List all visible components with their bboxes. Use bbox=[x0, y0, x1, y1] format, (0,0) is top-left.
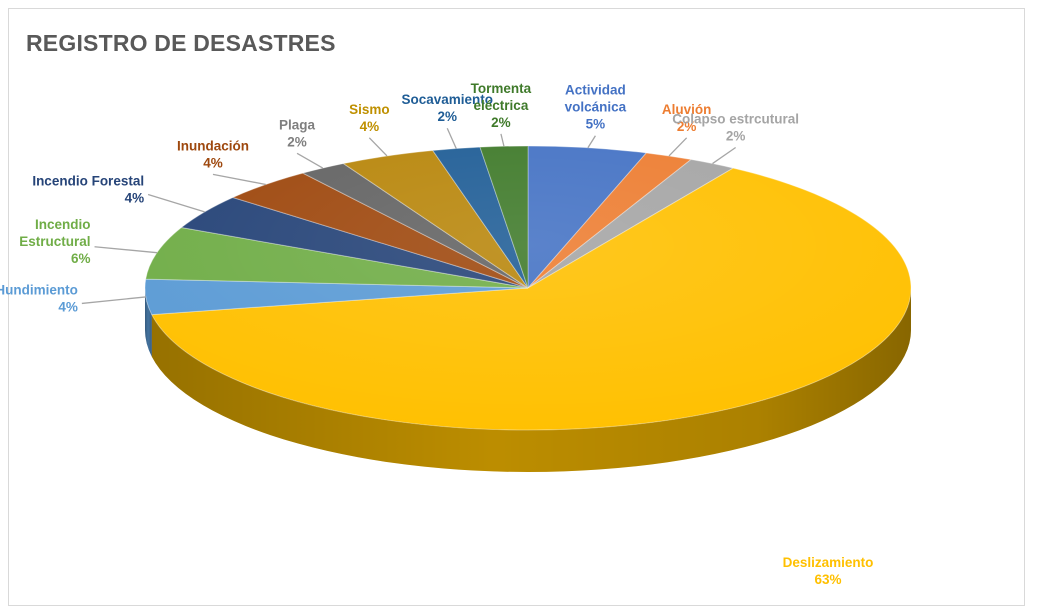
data-label-category: eléctrica bbox=[474, 98, 529, 113]
data-label-incendio-forestal: Incendio Forestal 4% bbox=[32, 173, 144, 205]
data-label-percent: 4% bbox=[58, 299, 78, 314]
slice-side-shading bbox=[151, 288, 911, 473]
leader-line-tormenta-electrica bbox=[500, 133, 505, 147]
data-label-socavamiento: Socavamiento 2% bbox=[401, 92, 493, 124]
data-label-category: Incendio bbox=[35, 217, 91, 232]
data-label-percent: 63% bbox=[814, 572, 841, 587]
leader-line-incendio-forestal bbox=[147, 193, 205, 213]
data-label-category: Aluvión bbox=[662, 102, 712, 117]
chart-title: REGISTRO DE DESASTRES bbox=[26, 30, 336, 56]
data-label-category: Plaga bbox=[279, 117, 316, 132]
data-label-percent: 2% bbox=[491, 115, 511, 130]
data-label-deslizamiento: Deslizamiento 63% bbox=[783, 555, 874, 587]
leader-line-socavamiento bbox=[446, 127, 457, 149]
data-label-category: Inundación bbox=[177, 138, 249, 153]
data-label-category: volcánica bbox=[565, 100, 627, 115]
data-label-incendio-estructural: Incendio Estructural 6% bbox=[19, 217, 90, 266]
leader-line-aluvion bbox=[668, 137, 688, 157]
slice-side-shading bbox=[145, 288, 152, 357]
data-label-category: Sismo bbox=[349, 102, 390, 117]
data-label-actividad-volcanica: Actividad volcánica 5% bbox=[565, 83, 627, 132]
data-label-percent: 5% bbox=[586, 117, 606, 132]
leader-line-plaga bbox=[296, 152, 324, 169]
leader-line-actividad-volcanica bbox=[587, 135, 596, 149]
data-label-category: Tormenta bbox=[471, 81, 532, 96]
data-label-category: Incendio Forestal bbox=[32, 173, 144, 188]
data-label-percent: 6% bbox=[71, 251, 91, 266]
data-label-plaga: Plaga 2% bbox=[279, 117, 316, 149]
data-label-inundacion: Inundación 4% bbox=[177, 138, 249, 170]
leader-line-hundimiento bbox=[81, 296, 146, 305]
pie-highlight bbox=[145, 146, 911, 430]
data-label-hundimiento: Hundimiento 4% bbox=[0, 282, 78, 314]
data-label-category: Estructural bbox=[19, 234, 90, 249]
data-label-tormenta-electrica: Tormenta eléctrica 2% bbox=[471, 81, 532, 130]
data-label-category: Actividad bbox=[565, 83, 626, 98]
leader-line-incendio-estructural bbox=[94, 246, 158, 254]
data-label-percent: 2% bbox=[287, 134, 307, 149]
leader-line-colapso-estrcutural bbox=[712, 146, 737, 165]
data-label-aluvion: Aluvión 2% bbox=[662, 102, 712, 134]
leader-line-sismo bbox=[368, 137, 388, 157]
data-label-percent: 4% bbox=[203, 155, 223, 170]
data-label-percent: 4% bbox=[360, 119, 380, 134]
data-label-category: Socavamiento bbox=[401, 92, 493, 107]
data-label-category: Colapso estrcutural bbox=[672, 112, 799, 127]
data-label-percent: 2% bbox=[677, 119, 697, 134]
data-label-percent: 2% bbox=[726, 129, 746, 144]
data-label-sismo: Sismo 4% bbox=[349, 102, 390, 134]
data-label-colapso-estrcutural: Colapso estrcutural 2% bbox=[672, 112, 799, 144]
leader-line-inundacion bbox=[212, 173, 266, 186]
data-label-category: Deslizamiento bbox=[783, 555, 874, 570]
data-label-percent: 2% bbox=[437, 109, 457, 124]
data-label-percent: 4% bbox=[125, 190, 145, 205]
data-label-category: Hundimiento bbox=[0, 282, 78, 297]
